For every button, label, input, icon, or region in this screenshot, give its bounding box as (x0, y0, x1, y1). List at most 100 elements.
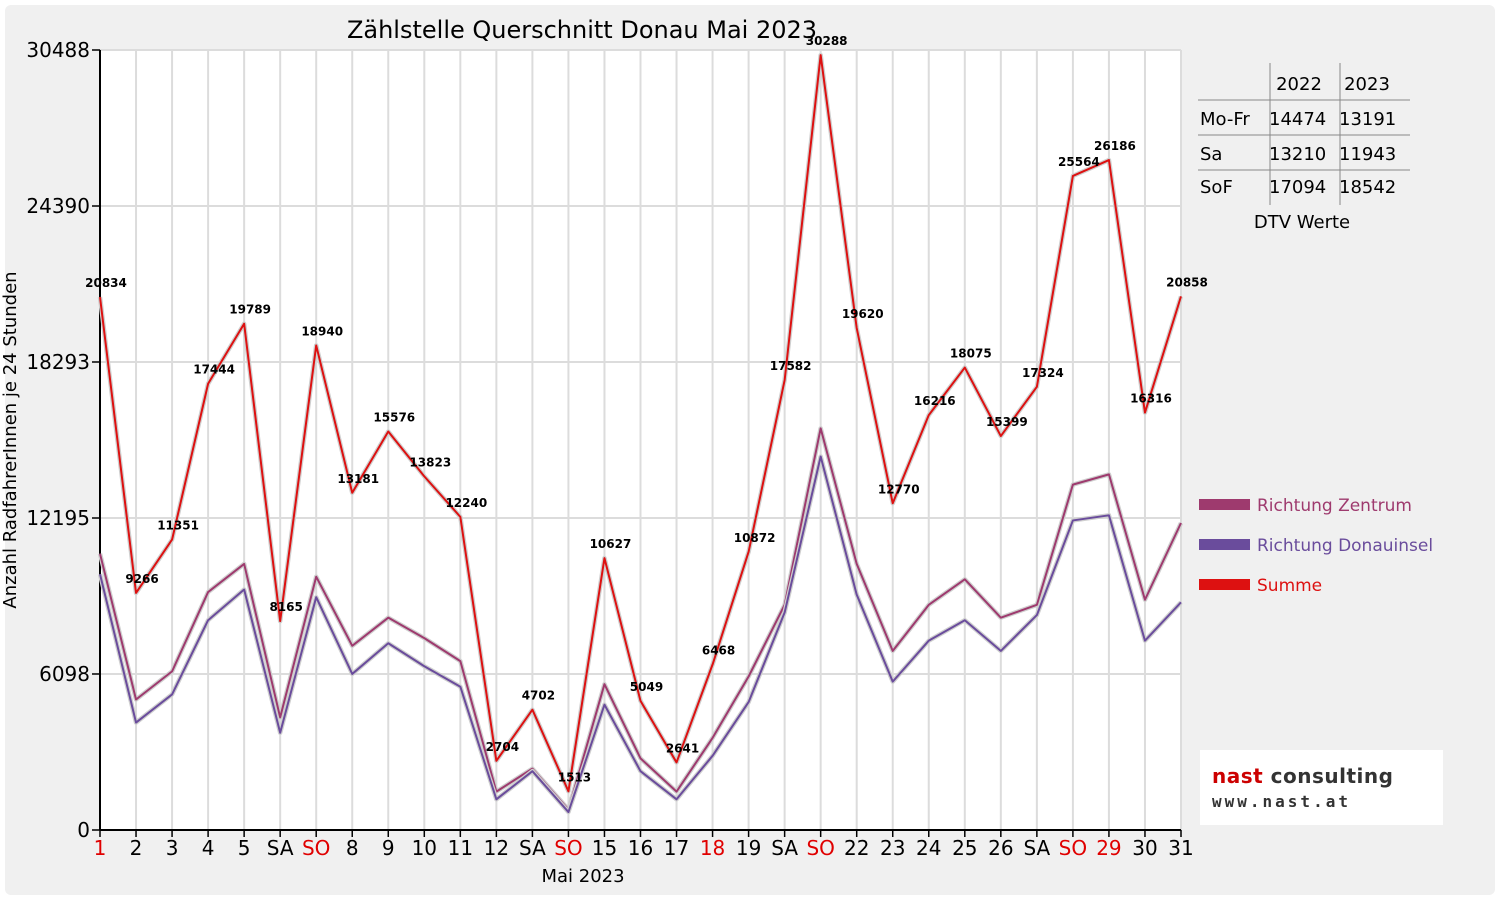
legend-swatch (1199, 579, 1250, 590)
legend: Richtung Zentrum Richtung Donauinsel Summe (1199, 496, 1433, 596)
company-logo: nast consulting www.nast.at (1200, 750, 1443, 825)
data-label: 20858 (1166, 275, 1208, 289)
logo-wordmark: nast consulting (1212, 764, 1393, 788)
series-line (99, 427, 1182, 811)
table-row-label: Mo-Fr (1200, 109, 1250, 130)
data-label: 6468 (702, 644, 735, 658)
table-caption: DTV Werte (1254, 212, 1350, 233)
data-label: 15576 (373, 411, 415, 425)
table-cell: 17094 (1269, 177, 1326, 198)
x-tick-label: SA (267, 836, 294, 860)
legend-swatch (1199, 539, 1250, 550)
x-tick-label: SA (519, 836, 546, 860)
data-label: 11351 (157, 519, 199, 533)
data-labels: 20834 9266 11351 17444 19789 8165 18940 13181 15… (85, 34, 1208, 784)
x-tick-label: 17 (664, 836, 689, 860)
y-tick-label: 6098 (39, 662, 90, 686)
x-tick-label: 2 (130, 836, 143, 860)
x-tick-label: 31 (1168, 836, 1193, 860)
data-label: 10872 (734, 531, 776, 545)
data-label: 16216 (914, 394, 956, 408)
x-tick-label: 9 (382, 836, 395, 860)
series-line (99, 455, 1182, 814)
x-tick-label: 30 (1132, 836, 1157, 860)
x-tick-labels: 1 2 3 4 5 SA SO 8 9 10 11 12 SA SO 15 16 17 18 19 SA SO 22 23 2… (94, 836, 1194, 860)
x-tick-label: 11 (448, 836, 473, 860)
data-label: 4702 (522, 689, 555, 703)
x-tick-label: 4 (202, 836, 215, 860)
x-tick-label: SO (1059, 836, 1087, 860)
x-tick-label: 15 (592, 836, 617, 860)
table-row-label: Sa (1200, 144, 1222, 165)
y-tick-label: 24390 (26, 194, 90, 218)
series-lines (97, 52, 1184, 815)
y-axis-label: Anzahl RadfahrerInnen je 24 Stunden (0, 271, 21, 608)
data-label: 25564 (1058, 155, 1100, 169)
data-label: 13823 (409, 455, 451, 469)
x-tick-label: 23 (880, 836, 905, 860)
data-label: 18940 (301, 324, 343, 338)
x-tick-label: SA (771, 836, 798, 860)
legend-label: Richtung Donauinsel (1257, 536, 1433, 556)
dtv-table: 2022 2023 Mo-Fr 14474 13191 Sa 13210 119… (1198, 63, 1410, 233)
data-label: 30288 (806, 34, 848, 48)
logo-url: www.nast.at (1212, 792, 1351, 811)
legend-label: Richtung Zentrum (1257, 496, 1412, 516)
x-tick-label: 26 (988, 836, 1013, 860)
table-header-2023: 2023 (1344, 74, 1390, 95)
legend-label: Summe (1257, 576, 1322, 596)
data-label: 2641 (666, 741, 699, 755)
x-tick-label: SO (554, 836, 582, 860)
x-tick-label: 1 (94, 836, 107, 860)
x-tick-label: 29 (1096, 836, 1121, 860)
data-label: 13181 (337, 472, 379, 486)
y-tick-label: 0 (77, 818, 90, 842)
table-cell: 13191 (1339, 109, 1396, 130)
table-row-label: SoF (1200, 177, 1233, 198)
x-axis-label: Mai 2023 (541, 866, 624, 887)
data-label: 12770 (878, 482, 920, 496)
y-tick-labels: 0 6098 12195 18293 24390 30488 (26, 38, 90, 842)
x-tick-label: 25 (952, 836, 977, 860)
x-tick-label: 12 (484, 836, 509, 860)
data-label: 18075 (950, 347, 992, 361)
data-label: 2704 (486, 740, 519, 754)
data-label: 19789 (229, 303, 271, 317)
data-label: 19620 (842, 307, 884, 321)
data-label: 10627 (590, 537, 632, 551)
data-label: 12240 (445, 496, 487, 510)
x-tick-label: 18 (700, 836, 725, 860)
y-tick-label: 30488 (26, 38, 90, 62)
data-label: 26186 (1094, 139, 1136, 153)
logo-name-part2: consulting (1263, 764, 1394, 788)
x-tick-label: 10 (412, 836, 437, 860)
logo-name-part1: nast (1212, 764, 1264, 788)
table-cell: 18542 (1339, 177, 1396, 198)
data-label: 1513 (558, 770, 591, 784)
data-label: 15399 (986, 415, 1028, 429)
table-header-2022: 2022 (1276, 74, 1322, 95)
data-label: 5049 (630, 680, 663, 694)
legend-swatch (1199, 499, 1250, 510)
series-line (99, 54, 1182, 793)
x-tick-label: 16 (628, 836, 653, 860)
axes (92, 49, 1182, 837)
data-label: 17444 (193, 363, 235, 377)
x-tick-label: 19 (736, 836, 761, 860)
x-tick-label: SA (1023, 836, 1050, 860)
x-tick-label: 8 (346, 836, 359, 860)
x-tick-label: 3 (166, 836, 179, 860)
chart-title: Zählstelle Querschnitt Donau Mai 2023 (347, 16, 817, 44)
data-label: 8165 (269, 600, 302, 614)
grid (100, 49, 1182, 830)
data-label: 16316 (1130, 392, 1172, 406)
y-tick-label: 12195 (26, 506, 90, 530)
x-tick-label: 5 (238, 836, 251, 860)
y-tick-label: 18293 (26, 350, 90, 374)
table-cell: 11943 (1339, 144, 1396, 165)
x-tick-label: SO (302, 836, 330, 860)
x-tick-label: 24 (916, 836, 941, 860)
data-label: 9266 (125, 572, 158, 586)
x-tick-label: 22 (844, 836, 869, 860)
